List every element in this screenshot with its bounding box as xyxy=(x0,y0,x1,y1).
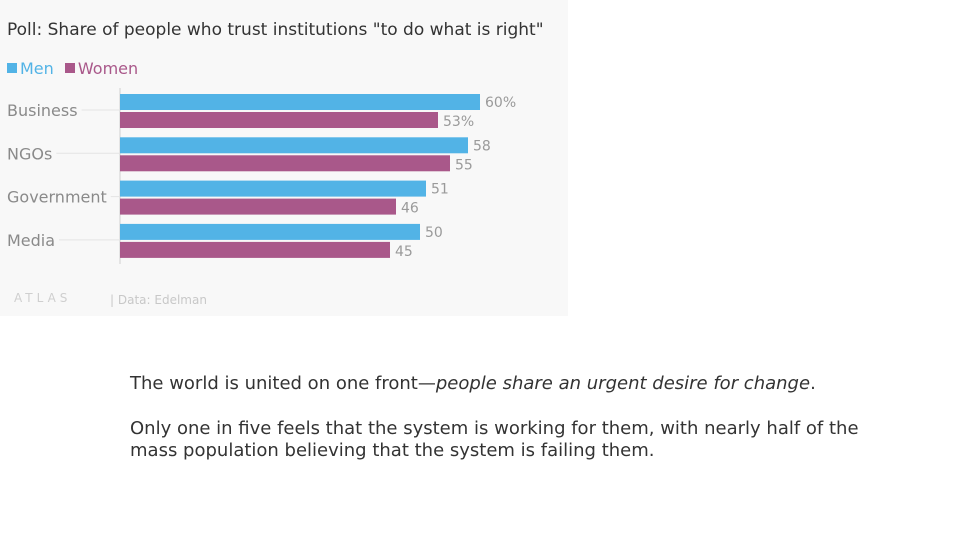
category-label-government: Government xyxy=(7,188,107,207)
atlas-logo: ATLAS xyxy=(14,291,72,305)
chart-card: Poll: Share of people who trust institut… xyxy=(0,0,568,316)
legend-swatch-women xyxy=(64,63,75,73)
caption-p1-suffix: . xyxy=(810,373,816,394)
category-label-business: Business xyxy=(7,101,78,120)
bar-women-government xyxy=(120,198,396,215)
bar-label-women-ngos: 55 xyxy=(455,157,473,173)
bar-men-government xyxy=(120,180,426,197)
caption-p1-prefix: The world is united on one front— xyxy=(130,373,436,394)
legend-item-men: Men xyxy=(7,59,54,78)
caption-paragraph-1: The world is united on one front—people … xyxy=(130,373,890,394)
bar-label-men-government: 51 xyxy=(431,182,449,198)
bar-label-women-government: 46 xyxy=(401,201,419,217)
legend-swatch-men xyxy=(7,63,17,73)
bar-label-women-business: 53% xyxy=(443,114,474,130)
legend-item-women: Women xyxy=(64,58,139,78)
bar-women-ngos xyxy=(120,155,450,172)
caption-paragraph-2: Only one in five feels that the system i… xyxy=(130,418,859,461)
caption-p1-emphasis: people share an urgent desire for change xyxy=(435,373,811,394)
bar-women-business xyxy=(120,112,438,128)
bar-label-women-media: 45 xyxy=(395,244,413,260)
data-source: | Data: Edelman xyxy=(110,293,207,307)
legend-label-women: Women xyxy=(77,58,139,78)
legend-label-men: Men xyxy=(20,58,54,78)
legend: Men Women xyxy=(7,58,144,78)
bar-label-men-media: 50 xyxy=(425,225,443,241)
chart-title: Poll: Share of people who trust institut… xyxy=(7,20,544,40)
bar-men-media xyxy=(120,223,420,240)
bar-men-ngos xyxy=(120,137,468,154)
caption: The world is united on one front—people … xyxy=(130,373,890,462)
category-label-ngos: NGOs xyxy=(7,144,52,163)
category-label-media: Media xyxy=(7,231,55,250)
bar-label-men-business: 60% xyxy=(485,95,516,111)
bar-label-men-ngos: 58 xyxy=(473,138,491,154)
bar-women-media xyxy=(120,241,390,258)
bar-men-business xyxy=(120,94,480,110)
